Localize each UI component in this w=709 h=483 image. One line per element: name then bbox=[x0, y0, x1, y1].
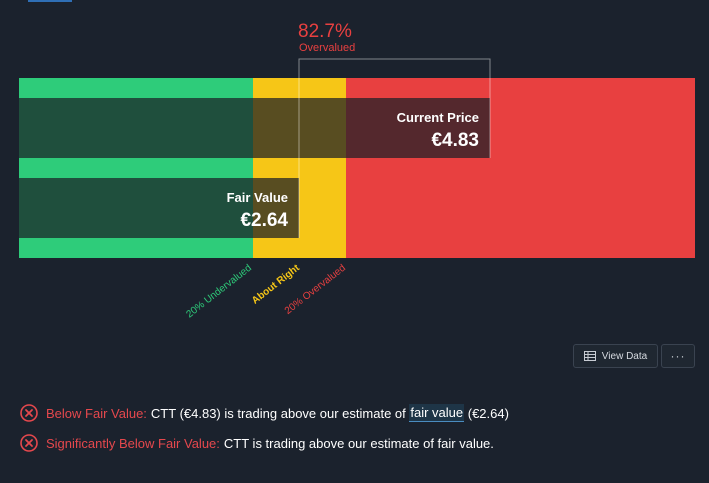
check-text-after: (€2.64) bbox=[467, 405, 509, 421]
fair-value-bar bbox=[19, 178, 299, 238]
ellipsis-icon: ··· bbox=[670, 349, 686, 363]
current-price-value: €4.83 bbox=[431, 130, 479, 151]
overvalued-percent-label: Overvalued bbox=[299, 42, 355, 54]
fair-value-label: Fair Value bbox=[227, 190, 288, 205]
valuation-chart: 82.7% Overvalued Current Price €4.83 Fai… bbox=[19, 21, 695, 321]
fail-x-icon bbox=[20, 404, 38, 422]
top-accent-strip bbox=[28, 0, 72, 2]
check-label: Below Fair Value: bbox=[46, 405, 147, 421]
overvalued-bracket bbox=[298, 58, 491, 238]
fail-x-icon bbox=[20, 434, 38, 452]
more-options-button[interactable]: ··· bbox=[661, 344, 695, 368]
fair-value-value: €2.64 bbox=[240, 210, 288, 231]
table-icon bbox=[583, 351, 596, 361]
zone-label-undervalued: 20% Undervalued bbox=[184, 263, 253, 321]
overvalued-percent-value: 82.7% bbox=[298, 21, 352, 42]
check-significantly-below-fair-value: Significantly Below Fair Value: CTT is t… bbox=[20, 434, 494, 452]
current-price-bar bbox=[19, 98, 490, 158]
check-text: CTT is trading above our estimate of fai… bbox=[223, 435, 494, 451]
check-label: Significantly Below Fair Value: bbox=[46, 435, 220, 451]
fair-value-link[interactable]: fair value bbox=[409, 404, 465, 422]
view-data-label: View Data bbox=[601, 350, 648, 362]
check-text: CTT (€4.83) is trading above our estimat… bbox=[150, 405, 406, 421]
check-below-fair-value: Below Fair Value: CTT (€4.83) is trading… bbox=[20, 404, 509, 422]
view-data-button[interactable]: View Data bbox=[573, 344, 658, 368]
current-price-label: Current Price bbox=[397, 110, 479, 125]
